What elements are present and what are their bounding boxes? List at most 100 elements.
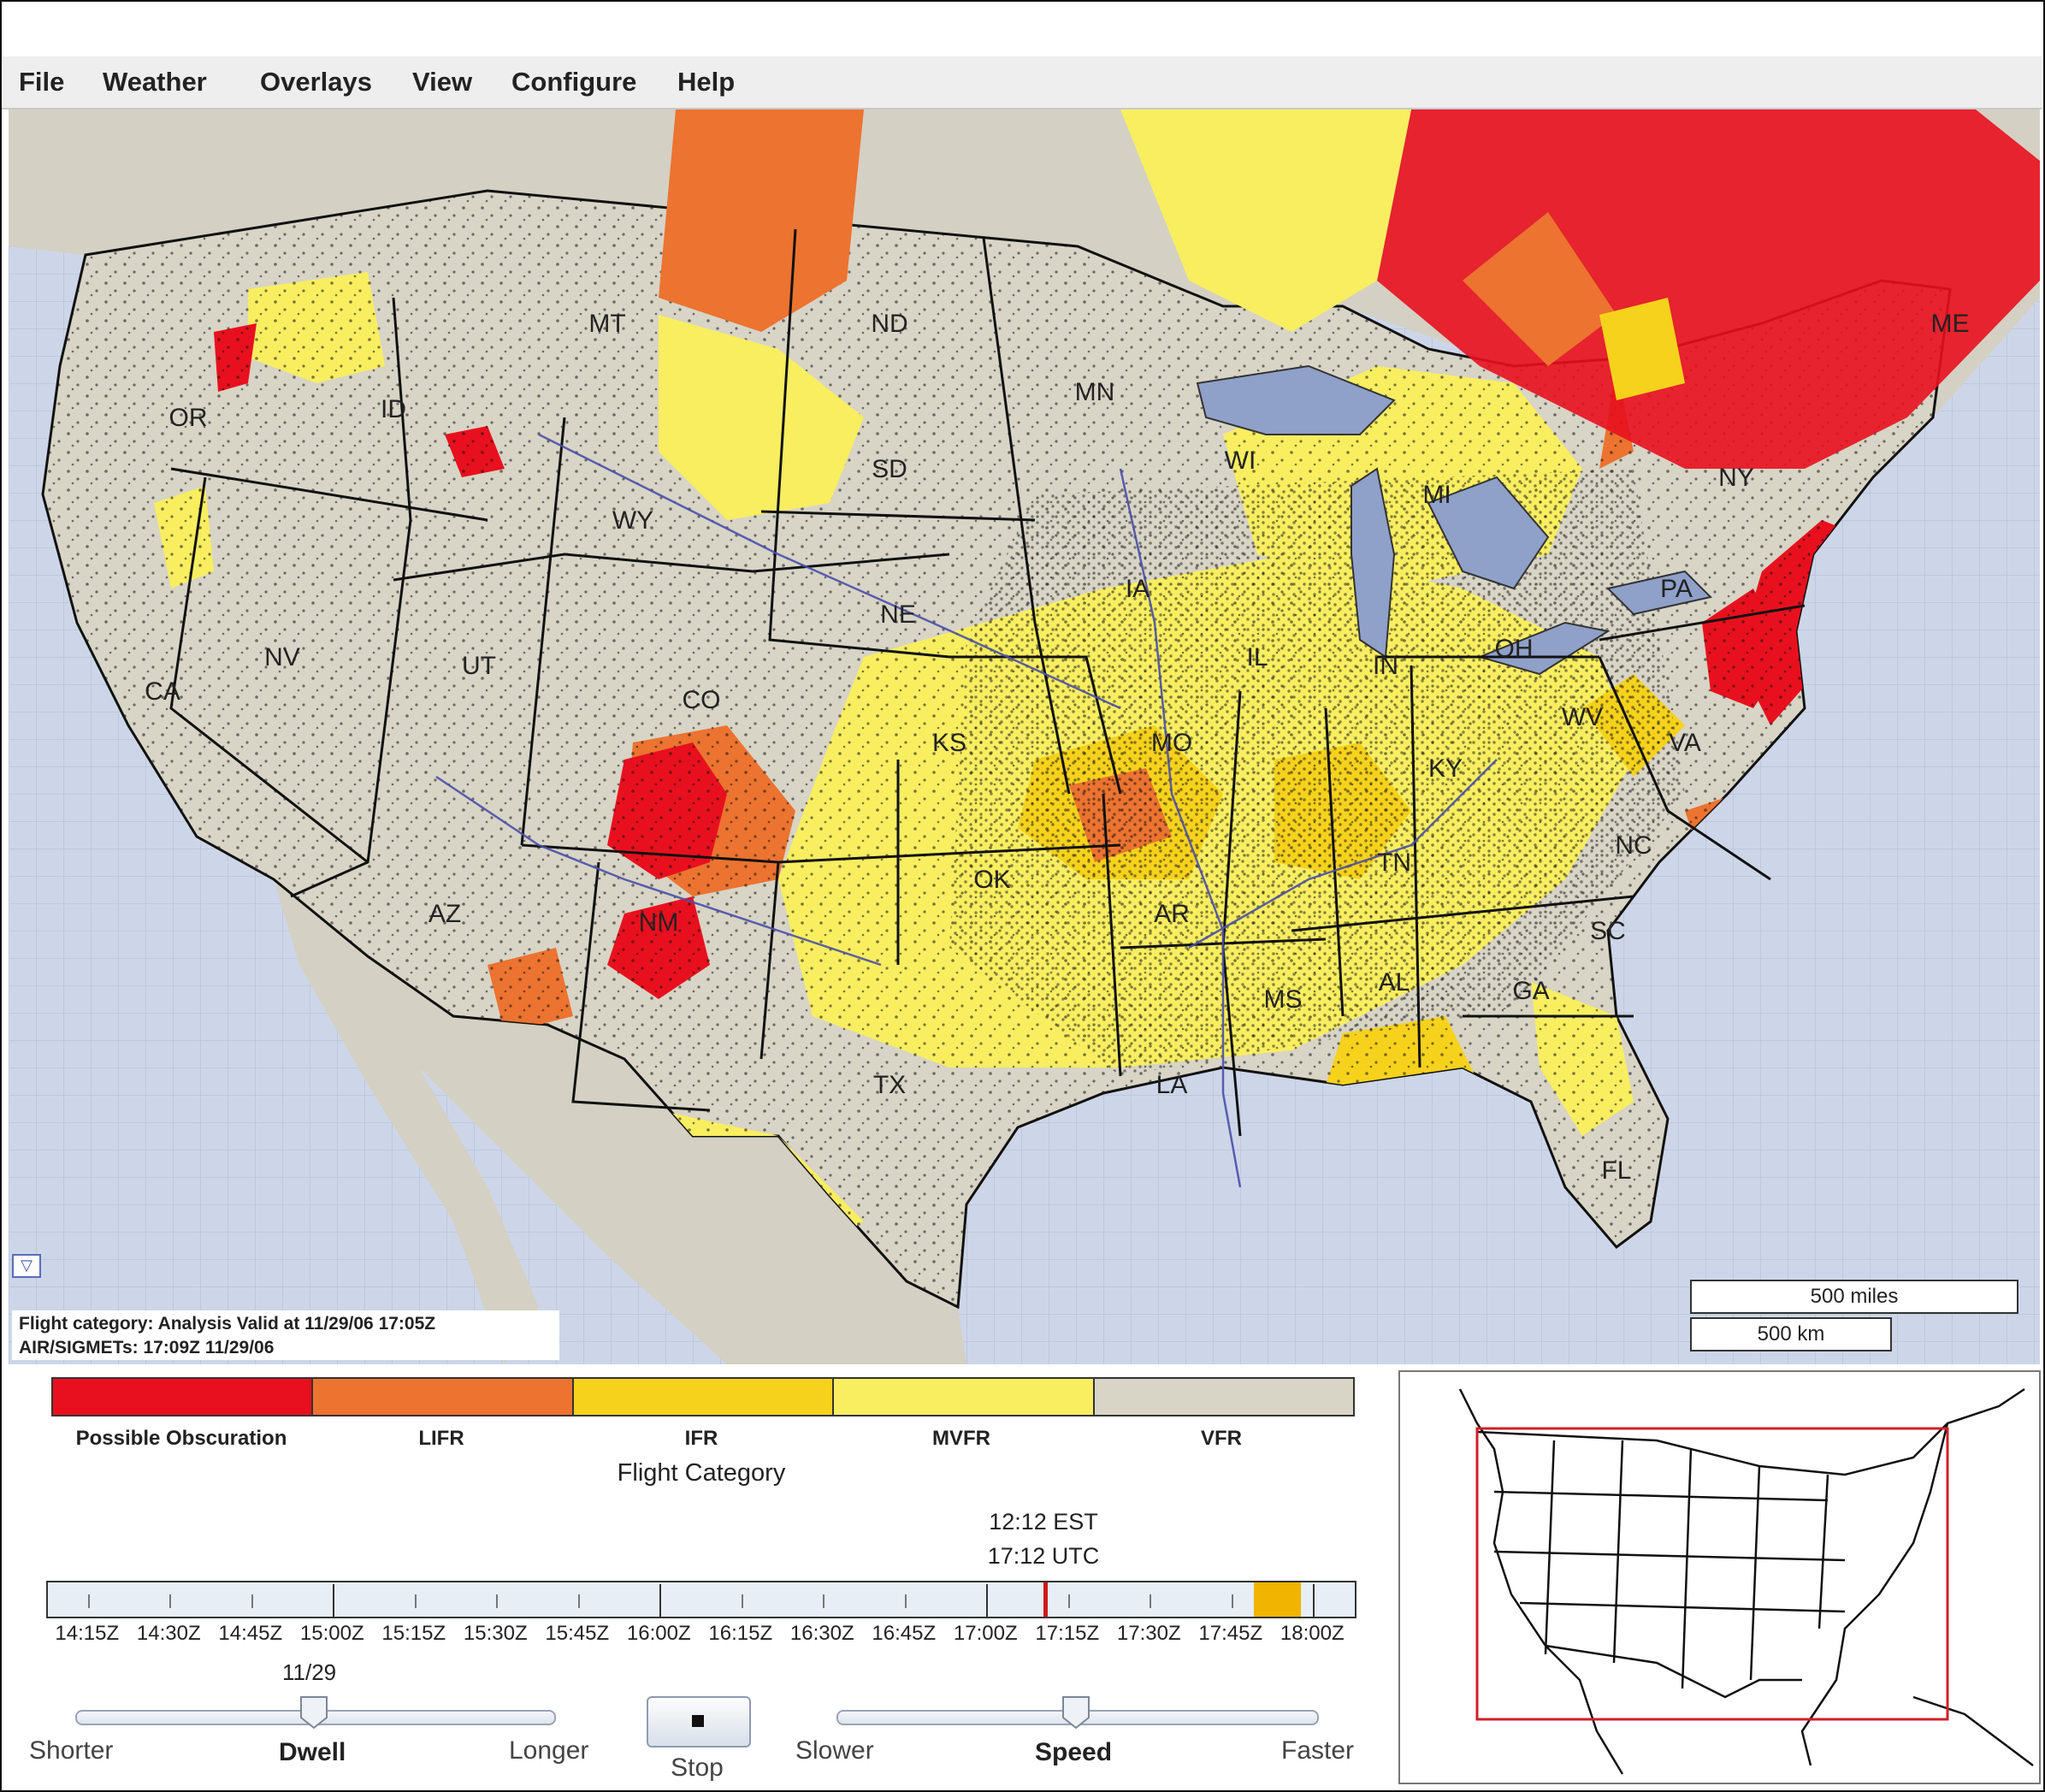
timeline-label: 16:00Z — [626, 1622, 691, 1645]
legend-swatch-mvfr — [834, 1379, 1095, 1415]
state-label-mt: MT — [588, 310, 625, 338]
state-label-ar: AR — [1154, 900, 1190, 928]
dwell-min-label: Shorter — [29, 1736, 114, 1765]
menu-bar: File Weather Overlays View Configure Hel… — [2, 56, 2042, 109]
state-label-nv: NV — [264, 643, 300, 671]
dwell-slider-thumb[interactable] — [299, 1695, 328, 1730]
legend-label-vfr: VFR — [1201, 1427, 1242, 1450]
state-label-wi: WI — [1225, 447, 1256, 475]
lake-superior — [1196, 364, 1396, 435]
state-label-oh: OH — [1495, 635, 1534, 663]
state-label-ut: UT — [462, 652, 496, 680]
current-time-utc: 17:12 UTC — [987, 1543, 1100, 1569]
timeline-tick — [251, 1594, 253, 1608]
weather-map[interactable]: OR ID MT ND MN WI MI NV CA UT WY SD NE I… — [9, 109, 2040, 1364]
state-label-mo: MO — [1151, 729, 1192, 757]
timeline-bar[interactable] — [46, 1581, 1356, 1618]
speed-label: Speed — [1035, 1738, 1113, 1766]
state-label-me: ME — [1931, 310, 1970, 338]
timeline-tick — [659, 1584, 662, 1617]
state-label-al: AL — [1379, 968, 1410, 997]
state-label-il: IL — [1246, 643, 1268, 671]
timeline-label: 14:45Z — [218, 1622, 283, 1645]
state-label-la: LA — [1156, 1071, 1188, 1099]
current-time-marker[interactable] — [1043, 1582, 1049, 1617]
flight-category-valid-text: Flight category: Analysis Valid at 11/29… — [19, 1314, 436, 1334]
speed-slider-thumb[interactable] — [1061, 1695, 1090, 1730]
legend-swatch-possible-obscuration — [53, 1379, 314, 1415]
mexico-area — [368, 956, 966, 1364]
timeline-tick — [986, 1584, 989, 1617]
timeline-tick — [1067, 1594, 1070, 1608]
menu-view[interactable]: View — [412, 67, 473, 97]
state-label-ne: NE — [880, 600, 916, 629]
scale-km: 500 km — [1690, 1317, 1892, 1351]
timeline-label: 17:45Z — [1198, 1622, 1263, 1645]
state-label-fl: FL — [1601, 1156, 1631, 1185]
state-label-tn: TN — [1377, 849, 1411, 877]
state-label-ky: KY — [1428, 754, 1463, 783]
menu-configure[interactable]: Configure — [511, 67, 637, 97]
state-label-az: AZ — [429, 900, 461, 928]
state-label-mn: MN — [1075, 378, 1115, 406]
state-label-nc: NC — [1615, 831, 1652, 860]
timeline-label: 15:00Z — [299, 1622, 364, 1645]
dwell-label: Dwell — [279, 1738, 346, 1766]
dwell-max-label: Longer — [509, 1736, 589, 1765]
menu-file[interactable]: File — [19, 67, 65, 97]
state-label-mi: MI — [1422, 481, 1451, 509]
timeline-label: 17:00Z — [953, 1622, 1018, 1645]
legend-swatch-vfr — [1094, 1379, 1354, 1415]
timeline-label: 15:45Z — [545, 1622, 610, 1645]
timeline-tick — [577, 1594, 580, 1608]
state-label-sc: SC — [1590, 917, 1626, 945]
timeline-tick — [87, 1594, 90, 1608]
legend-label-possible-obscuration: Possible Obscuration — [75, 1427, 287, 1450]
timeline-tick — [904, 1594, 907, 1608]
state-label-nd: ND — [871, 310, 907, 338]
timeline-tick — [823, 1594, 825, 1608]
state-label-nm: NM — [639, 908, 679, 937]
menu-overlays[interactable]: Overlays — [260, 67, 372, 97]
forecast-segment — [1254, 1582, 1302, 1617]
stop-icon — [692, 1715, 704, 1727]
state-label-ia: IA — [1126, 575, 1150, 603]
timeline-tick — [1150, 1594, 1152, 1608]
timeline-tick — [333, 1584, 335, 1617]
legend-swatch-lifr — [313, 1379, 574, 1415]
state-label-tx: TX — [873, 1071, 906, 1099]
legend-title: Flight Category — [617, 1459, 786, 1487]
timeline-tick — [414, 1594, 417, 1608]
state-label-ca: CA — [145, 677, 180, 706]
menu-help[interactable]: Help — [677, 67, 736, 97]
title-bar — [2, 2, 2042, 56]
state-label-in: IN — [1373, 652, 1398, 680]
timeline-label: 16:15Z — [708, 1622, 773, 1645]
flight-category-legend — [51, 1377, 1355, 1416]
viewport-box — [1475, 1427, 1949, 1721]
state-label-va: VA — [1669, 729, 1701, 757]
overview-map[interactable] — [1398, 1370, 2041, 1784]
state-label-ga: GA — [1512, 977, 1549, 1005]
scale-miles: 500 miles — [1690, 1280, 2018, 1314]
timeline-label: 17:30Z — [1116, 1622, 1181, 1645]
speed-max-label: Faster — [1281, 1736, 1355, 1765]
timeline-tick — [741, 1594, 743, 1608]
menu-weather[interactable]: Weather — [103, 67, 207, 97]
lake-erie — [1476, 621, 1611, 676]
state-label-wy: WY — [612, 506, 653, 535]
timeline-date: 11/29 — [282, 1659, 337, 1685]
timeline-label: 16:45Z — [872, 1622, 937, 1645]
state-label-pa: PA — [1660, 575, 1693, 603]
legend-label-mvfr: MVFR — [932, 1427, 990, 1450]
lake-ontario — [1606, 570, 1712, 616]
state-label-co: CO — [683, 686, 721, 714]
timeline-label: 15:30Z — [463, 1622, 528, 1645]
timeline-label: 17:15Z — [1035, 1622, 1100, 1645]
stop-button[interactable] — [647, 1696, 751, 1748]
airsigmet-time-text: AIR/SIGMETs: 17:09Z 11/29/06 — [19, 1338, 275, 1357]
timeline-label: 16:30Z — [789, 1622, 854, 1645]
status-text-box: Flight category: Analysis Valid at 11/29… — [12, 1310, 559, 1360]
expand-triangle-icon[interactable]: ▽ — [12, 1254, 41, 1278]
timeline-label: 14:15Z — [55, 1622, 120, 1645]
